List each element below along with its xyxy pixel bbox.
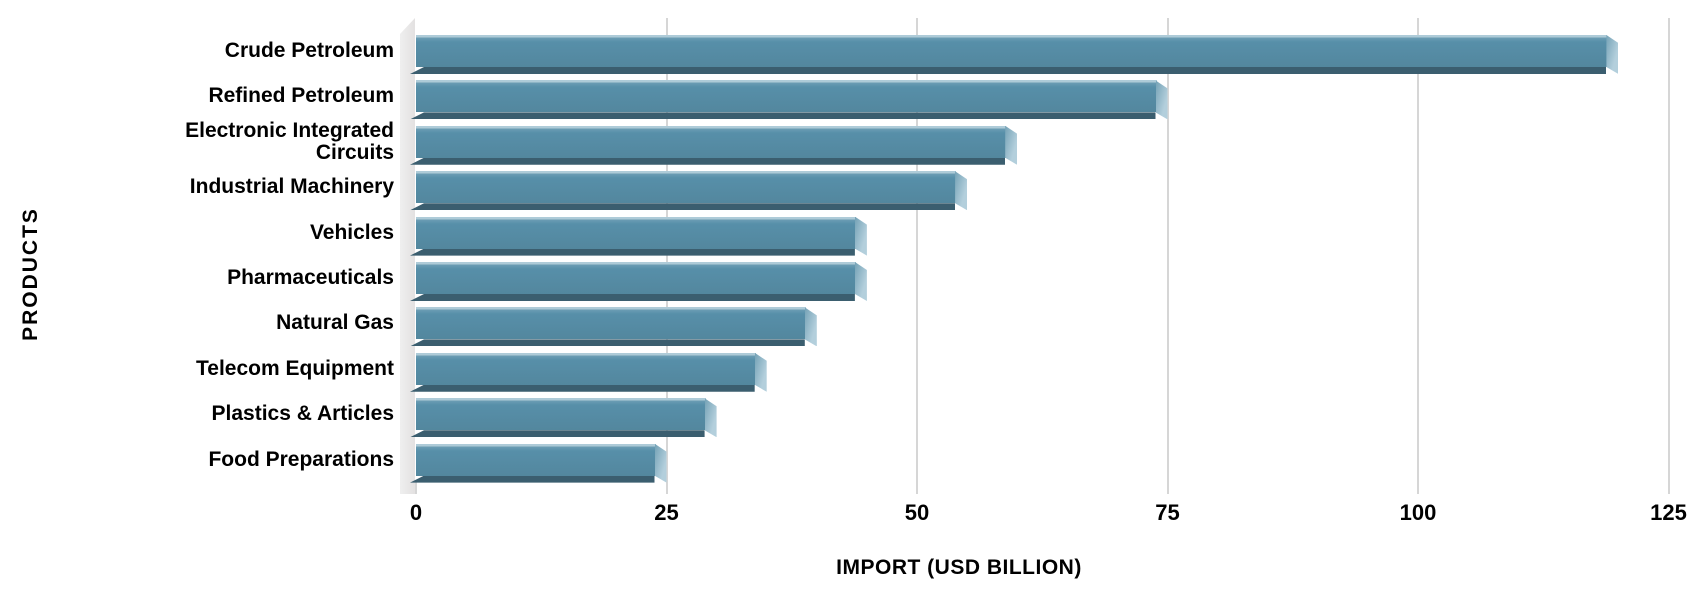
bar-end-bevel [1155, 80, 1168, 120]
bar-face [416, 125, 1007, 158]
bar-bottom-shadow [410, 112, 1156, 120]
bar-bottom-shadow [410, 157, 1006, 165]
bar-bottom-shadow [410, 475, 655, 483]
category-label: Food Preparations [208, 447, 394, 471]
bar [410, 125, 1018, 165]
y-axis-title: PRODUCTS [19, 207, 42, 341]
bar-bottom-shadow [410, 203, 956, 211]
category-label: Pharmaceuticals [227, 266, 394, 289]
bar [410, 352, 767, 392]
category-label: Telecom Equipment [196, 356, 394, 380]
x-tick-label: 25 [654, 500, 679, 525]
bar [410, 35, 1619, 74]
category-label: Industrial Machinery [189, 175, 394, 199]
bar [410, 443, 667, 483]
bar-end-bevel [1005, 125, 1018, 165]
bar [410, 171, 968, 211]
x-tick-label: 75 [1155, 500, 1180, 525]
x-tick-label: 50 [904, 500, 930, 525]
bar-face [416, 171, 957, 204]
bar-end-bevel [1606, 35, 1619, 74]
bar-face [416, 80, 1157, 113]
bar-bottom-shadow [410, 384, 755, 392]
bar-bottom-shadow [410, 67, 1607, 74]
category-label: Electronic Integrated Circuits [185, 118, 394, 164]
category-label: Crude Petroleum [224, 39, 394, 62]
bar [410, 398, 717, 438]
bar [410, 307, 817, 347]
bar-end-bevel [704, 398, 717, 438]
bar-end-bevel [754, 352, 767, 392]
bar-bottom-shadow [410, 430, 705, 438]
category-label: Natural Gas [276, 311, 394, 335]
bar [410, 80, 1168, 120]
bar-face [416, 262, 856, 294]
bar-face [416, 216, 856, 249]
bar [410, 262, 867, 301]
bar-end-bevel [854, 216, 867, 256]
bar-face [416, 443, 656, 476]
bar-bottom-shadow [410, 294, 855, 301]
bar [410, 216, 867, 256]
gridline [665, 18, 668, 494]
category-label: Plastics & Articles [211, 402, 394, 426]
gridline [1166, 18, 1169, 494]
bar-face [416, 307, 806, 340]
bar-face [416, 35, 1608, 67]
category-label: Vehicles [309, 220, 394, 244]
bar-end-bevel [654, 443, 667, 483]
bar-end-bevel [854, 262, 867, 301]
gridline [1417, 18, 1419, 494]
bar-bottom-shadow [410, 248, 855, 256]
x-tick-label: 0 [409, 500, 423, 525]
x-tick-label: 125 [1650, 500, 1687, 525]
bar-end-bevel [804, 307, 817, 347]
category-label: Refined Petroleum [208, 84, 394, 108]
gridline [916, 18, 918, 494]
bar-end-bevel [955, 171, 968, 211]
bar-bottom-shadow [410, 339, 805, 347]
x-axis-tick [415, 481, 417, 494]
gridline [1667, 18, 1670, 494]
y-axis-wall [400, 18, 415, 494]
bar-face [416, 352, 756, 385]
x-tick-label: 100 [1399, 500, 1437, 525]
bar-face [416, 398, 706, 431]
x-axis-title: IMPORT (USD BILLION) [836, 556, 1082, 579]
